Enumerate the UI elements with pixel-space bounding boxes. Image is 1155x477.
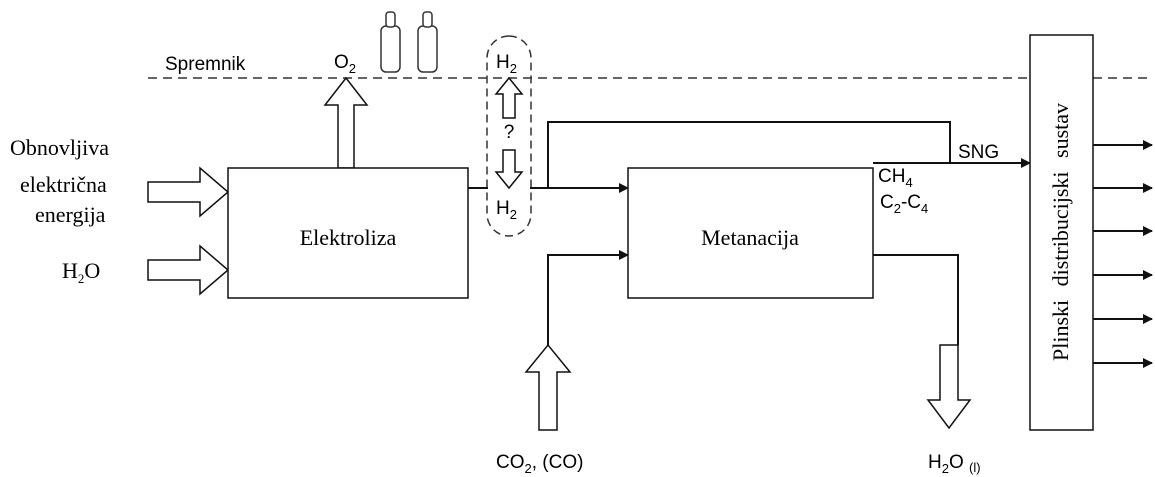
- water-label: H2O: [62, 258, 100, 286]
- hydrogen-storage: [486, 35, 532, 237]
- bottles: [380, 11, 438, 73]
- water-out-label: H2O (l): [928, 452, 981, 476]
- water-out-arrow: [926, 344, 972, 430]
- electrolysis-label: Elektroliza: [300, 225, 397, 250]
- h2-up-arrow: [494, 76, 524, 119]
- co2-label: CO2, (CO): [496, 452, 583, 476]
- electrolysis-box: [227, 167, 469, 299]
- methanation-label: Metanacija: [701, 225, 799, 250]
- ch4-label: CH4: [878, 166, 913, 190]
- energy-label: Obnovljiva električna energija: [10, 135, 115, 227]
- o2-label: O2: [334, 52, 356, 76]
- water-arrow: [147, 244, 230, 296]
- distribution-box: [1029, 34, 1094, 431]
- co2-arrow: [524, 343, 572, 431]
- h2-bottom-label: H2: [496, 198, 517, 222]
- storage-label: Spremnik: [165, 54, 246, 75]
- co2-line: [547, 250, 629, 345]
- bypass-line: [547, 121, 951, 188]
- distribution-label: Plinski distribucijski sustav: [1048, 103, 1073, 361]
- output-arrows: [1093, 140, 1153, 368]
- water-line: [873, 254, 959, 345]
- methanation-box: [627, 167, 874, 299]
- h2-down-arrow: [494, 149, 524, 190]
- energy-arrow: [147, 166, 230, 218]
- question-label: ?: [504, 122, 515, 143]
- o2-arrow: [323, 76, 369, 169]
- sng-label: SNG: [958, 142, 999, 163]
- h2-top-label: H2: [496, 52, 517, 76]
- c2c4-label: C2-C4: [880, 192, 928, 216]
